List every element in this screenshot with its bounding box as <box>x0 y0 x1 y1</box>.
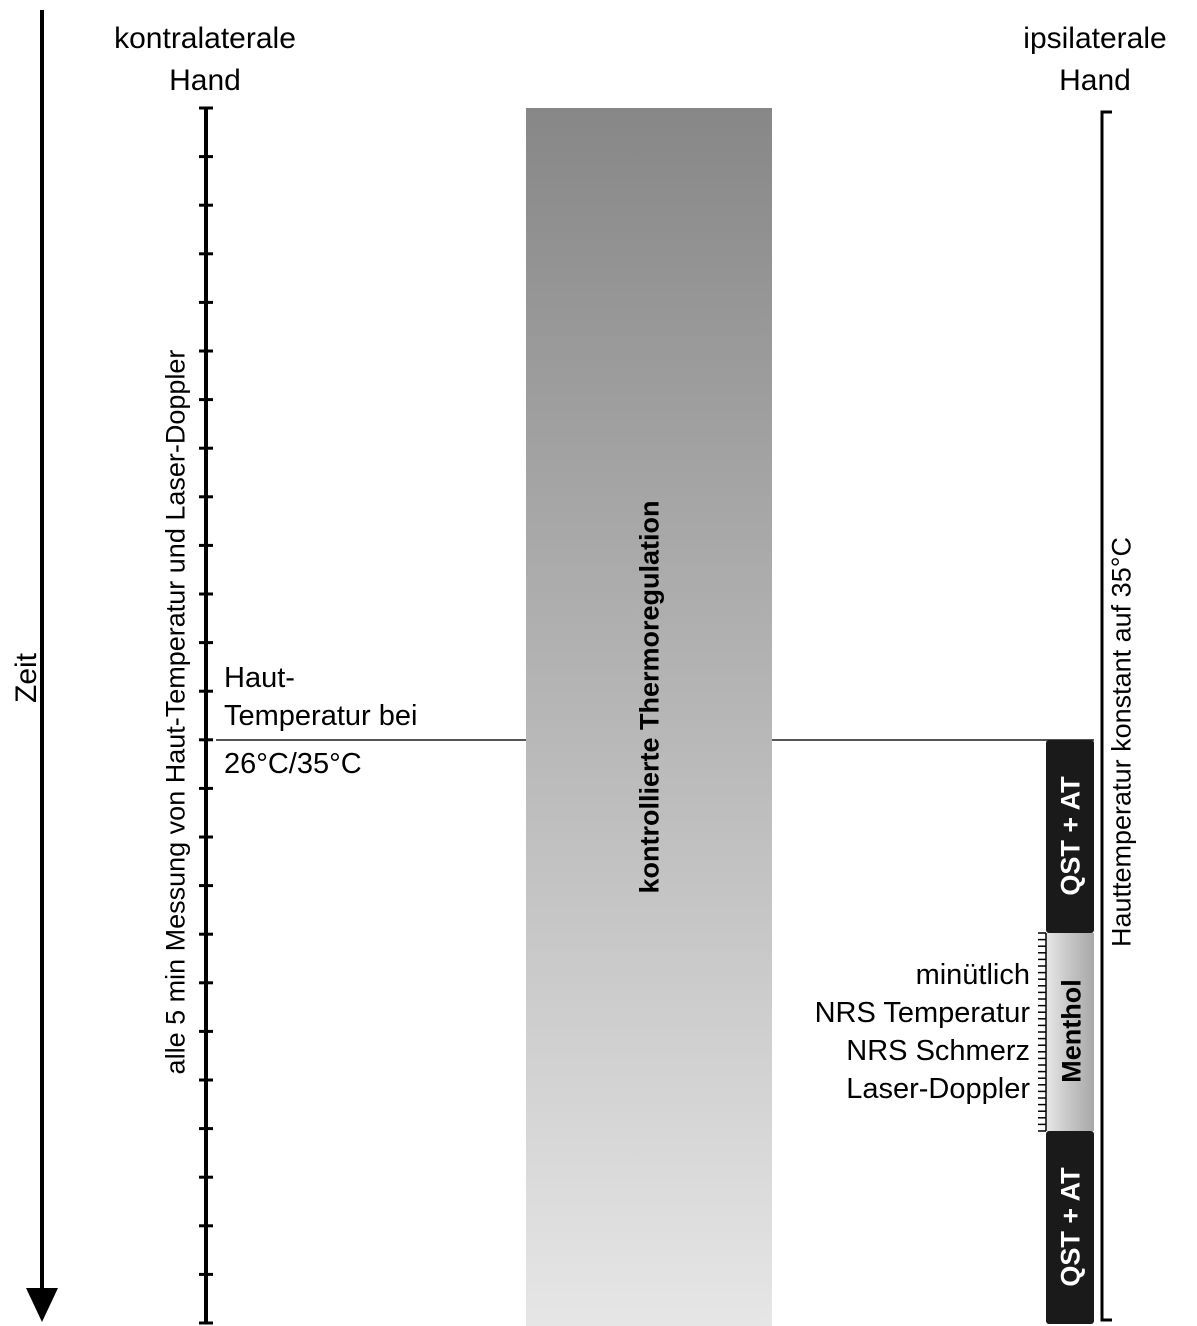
skin-temp-line-right <box>772 739 1094 741</box>
left-hand-title-line2: Hand <box>169 64 241 97</box>
qst-block-top <box>1046 740 1094 933</box>
thermoregulation-label: kontrollierte Thermoregulation <box>634 500 665 894</box>
skin-temp-line-left <box>216 739 526 741</box>
menthol-measure-item: minütlich <box>915 959 1030 991</box>
menthol-ruler <box>1038 932 1047 1132</box>
menthol-block <box>1046 933 1094 1131</box>
skin-temp-label-line1: Haut- <box>224 662 295 694</box>
menthol-measure-item: NRS Temperatur <box>814 997 1030 1029</box>
right-bracket <box>1100 110 1112 1322</box>
menthol-block-label: Menthol <box>1056 979 1087 1083</box>
skin-temp-label-line2: Temperatur bei <box>224 700 418 732</box>
skin-temp-label-line3: 26°C/35°C <box>224 748 362 780</box>
left-hand-title-line1: kontralaterale <box>114 22 296 55</box>
menthol-measure-item: Laser-Doppler <box>846 1073 1030 1105</box>
qst-block-bottom-label: QST + AT <box>1055 1167 1086 1287</box>
right-hand-title-line1: ipsilaterale <box>1023 22 1167 55</box>
left-measurement-label: alle 5 min Messung von Haut-Temperatur u… <box>160 349 191 1075</box>
qst-block-bottom <box>1046 1131 1094 1324</box>
right-hand-title-line2: Hand <box>1059 64 1131 97</box>
time-arrow-head <box>26 1288 58 1322</box>
left-timeline <box>199 106 213 1325</box>
menthol-measure-item: NRS Schmerz <box>846 1035 1030 1067</box>
thermoregulation-bar <box>526 108 772 1326</box>
qst-block-top-label: QST + AT <box>1055 776 1086 896</box>
right-constant-label: Hauttemperatur konstant auf 35°C <box>1106 536 1137 948</box>
